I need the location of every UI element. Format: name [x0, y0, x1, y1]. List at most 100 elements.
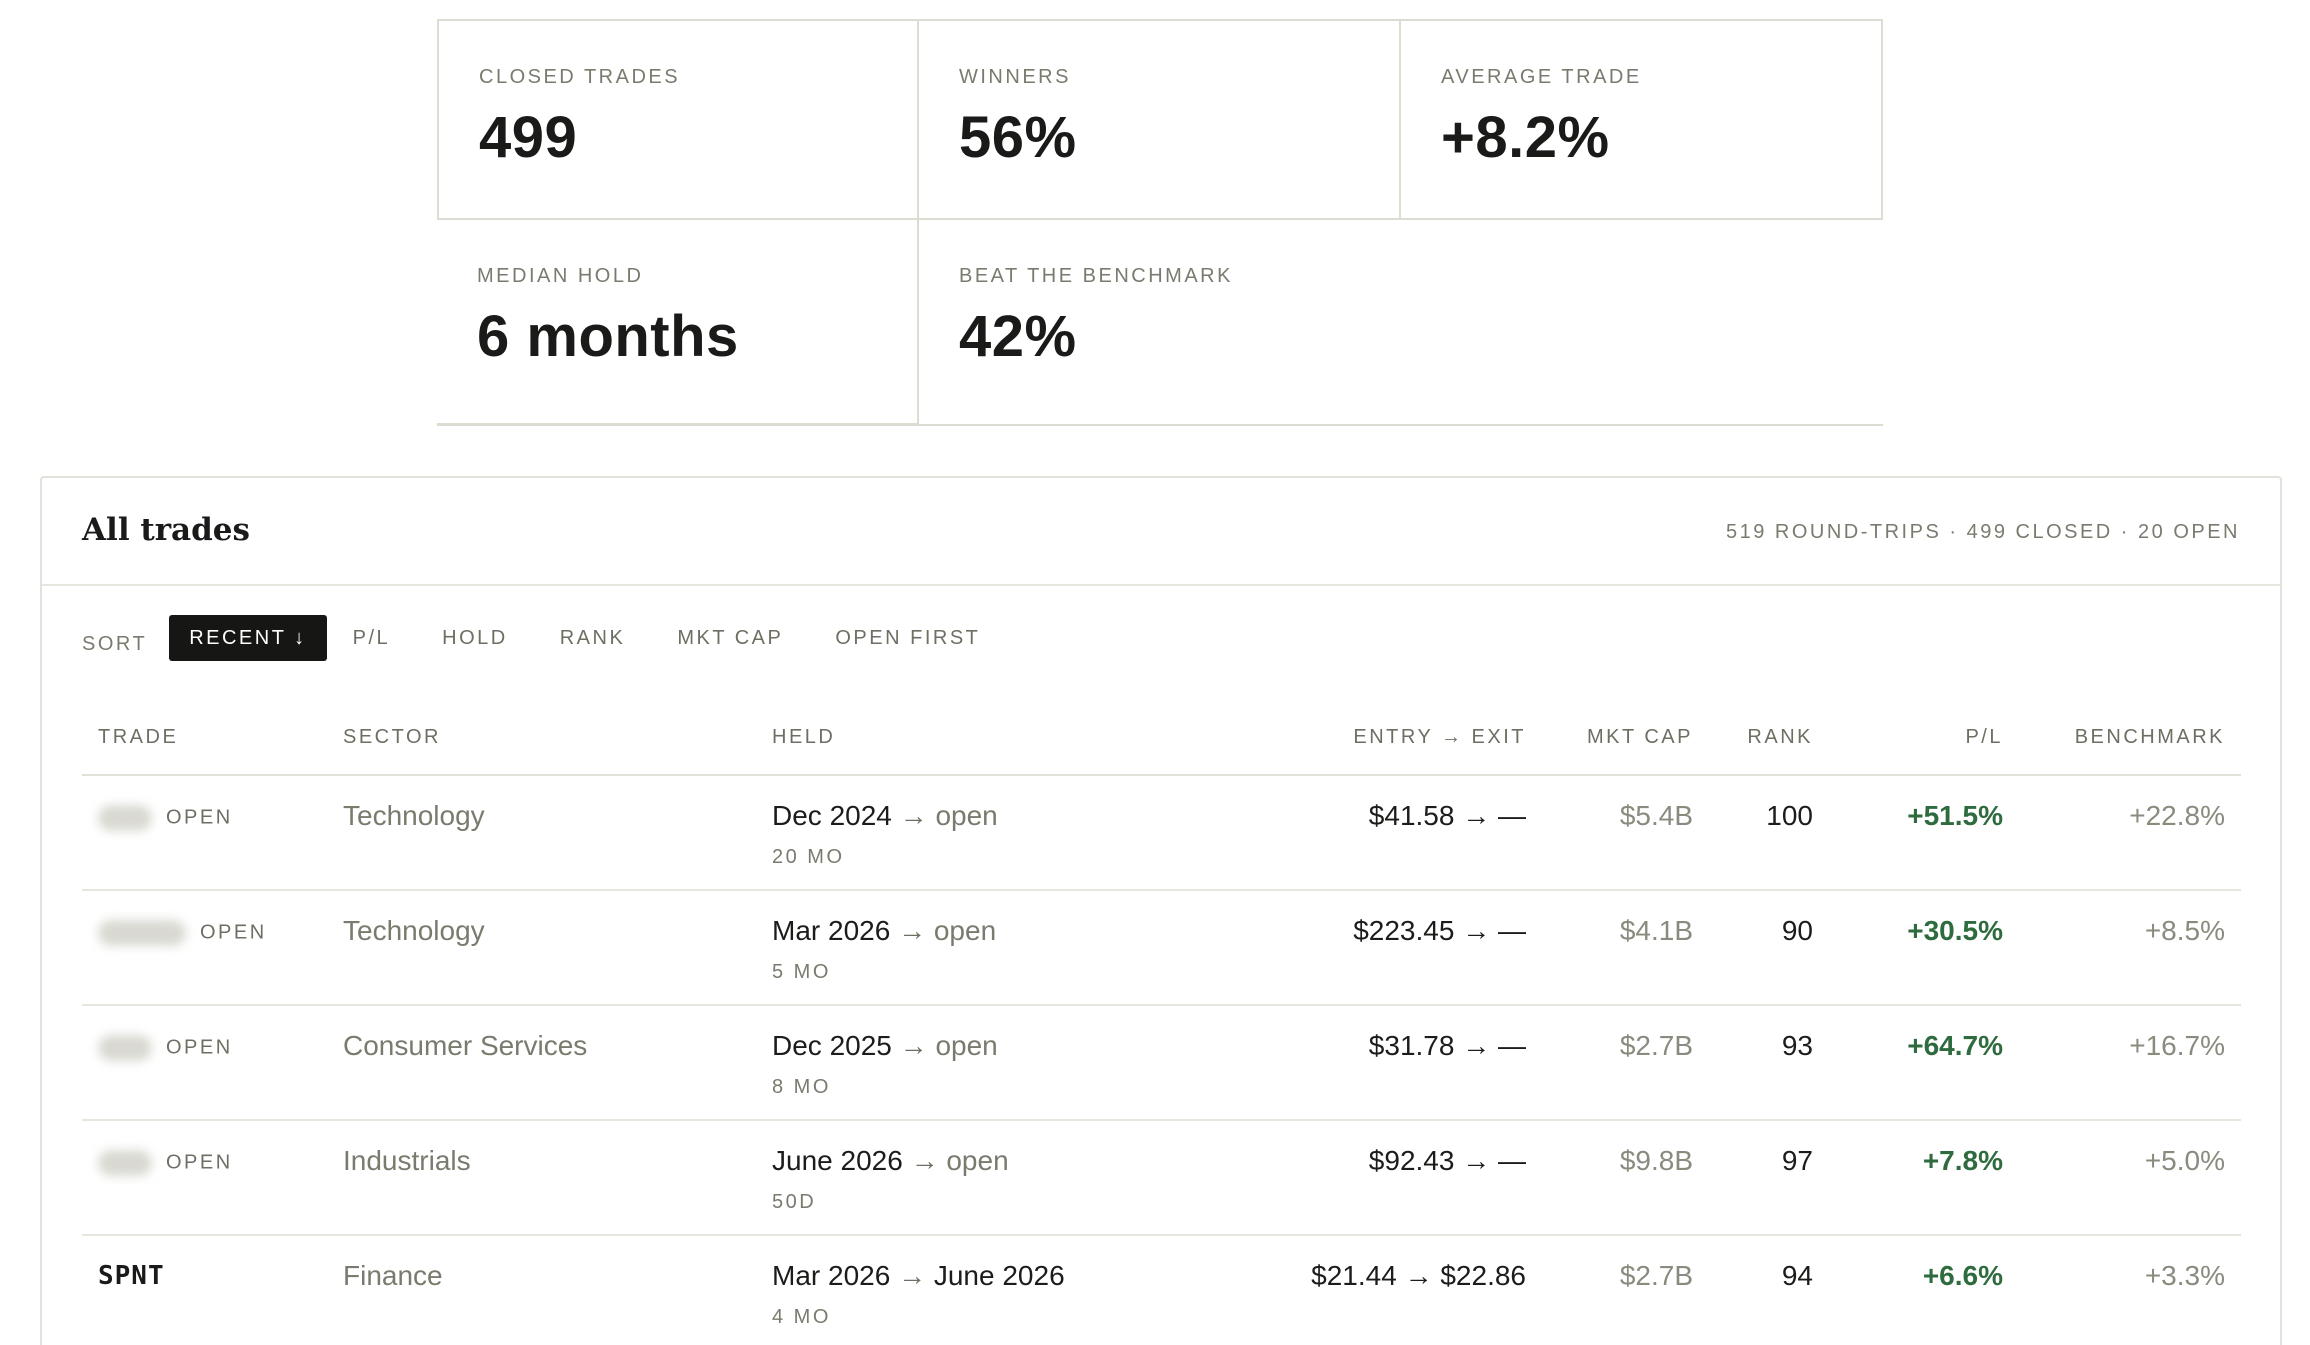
- table-row[interactable]: OPEN Industrials June 2026 → open 50D $9…: [82, 1121, 2241, 1236]
- held-duration: 20 MO: [772, 846, 845, 868]
- stat-average-trade: AVERAGE TRADE +8.2%: [1401, 19, 1883, 220]
- sort-open-first-button[interactable]: OPEN FIRST: [835, 627, 981, 649]
- stat-label: CLOSED TRADES: [479, 66, 681, 88]
- sort-recent-button[interactable]: RECENT ↓: [169, 615, 327, 661]
- column-header-pl[interactable]: P/L: [1965, 726, 2003, 748]
- held-end: open: [935, 800, 998, 831]
- pl-cell: +7.8%: [1922, 1145, 2003, 1176]
- arrow-right-icon: →: [899, 800, 928, 831]
- held-start: June 2026: [772, 1145, 903, 1176]
- stats-row: MEDIAN HOLD 6 months BEAT THE BENCHMARK …: [437, 220, 1883, 426]
- stat-label: WINNERS: [959, 66, 1071, 88]
- held-start: Mar 2026: [772, 915, 891, 946]
- held-start: Dec 2024: [772, 800, 892, 831]
- benchmark-cell: +16.7%: [2129, 1030, 2225, 1061]
- sector-cell: Technology: [343, 800, 485, 831]
- open-badge: OPEN: [200, 921, 267, 944]
- redacted-ticker: [98, 804, 152, 831]
- held-cell: June 2026 → open: [772, 1143, 1009, 1179]
- mkt-cap-cell: $9.8B: [1619, 1145, 1693, 1176]
- benchmark-cell: +22.8%: [2129, 800, 2225, 831]
- benchmark-cell: +5.0%: [2144, 1145, 2225, 1176]
- benchmark-cell: +8.5%: [2144, 915, 2225, 946]
- mkt-cap-cell: $5.4B: [1619, 800, 1693, 831]
- stat-label: BEAT THE BENCHMARK: [959, 265, 1233, 287]
- rank-cell: 94: [1781, 1260, 1813, 1291]
- open-badge: OPEN: [166, 1036, 233, 1059]
- rank-cell: 97: [1781, 1145, 1813, 1176]
- trade-cell: OPEN: [98, 913, 267, 951]
- arrow-right-icon: →: [899, 1030, 928, 1061]
- held-duration: 8 MO: [772, 1076, 831, 1098]
- stat-label: MEDIAN HOLD: [477, 265, 644, 287]
- table-row[interactable]: OPEN Technology Mar 2026 → open 5 MO $22…: [82, 891, 2241, 1006]
- stat-value: 42%: [959, 304, 1077, 369]
- redacted-ticker: [98, 1149, 152, 1176]
- sort-bar: SORT RECENT ↓ P/L HOLD RANK MKT CAP OPEN…: [82, 614, 1006, 662]
- pl-cell: +64.7%: [1907, 1030, 2003, 1061]
- trade-summary: 519 ROUND-TRIPS · 499 CLOSED · 20 OPEN: [1725, 521, 2240, 543]
- sector-cell: Consumer Services: [343, 1030, 588, 1061]
- column-header-mkt-cap[interactable]: MKT CAP: [1586, 726, 1693, 748]
- open-badge: OPEN: [166, 1151, 233, 1174]
- stat-median-hold: MEDIAN HOLD 6 months: [437, 220, 919, 426]
- trade-cell: OPEN: [98, 798, 233, 836]
- stat-beat-benchmark: BEAT THE BENCHMARK 42%: [919, 220, 1401, 426]
- sort-pl-button[interactable]: P/L: [352, 627, 391, 649]
- ticker-symbol[interactable]: SPNT: [98, 1261, 165, 1291]
- sector-cell: Finance: [343, 1260, 443, 1291]
- sort-label: SORT: [82, 632, 148, 655]
- rank-cell: 90: [1781, 915, 1813, 946]
- arrow-right-icon: →: [898, 1260, 927, 1291]
- entry-exit-cell: $41.58 → —: [1368, 800, 1526, 831]
- redacted-ticker: [98, 919, 186, 946]
- stats-grid: CLOSED TRADES 499 WINNERS 56% AVERAGE TR…: [437, 19, 1883, 426]
- stats-row: CLOSED TRADES 499 WINNERS 56% AVERAGE TR…: [437, 19, 1883, 220]
- pl-cell: +6.6%: [1922, 1260, 2003, 1291]
- trades-table: TRADE SECTOR HELD ENTRY → EXIT MKT CAP R…: [82, 704, 2241, 1345]
- table-row[interactable]: OPEN Technology Dec 2024 → open 20 MO $4…: [82, 776, 2241, 891]
- held-cell: Dec 2025 → open: [772, 1028, 998, 1064]
- held-end: June 2026: [933, 1260, 1065, 1291]
- all-trades-panel: All trades 519 ROUND-TRIPS · 499 CLOSED …: [40, 476, 2282, 1345]
- column-header-entry-exit[interactable]: ENTRY → EXIT: [1353, 726, 1526, 748]
- column-header-benchmark[interactable]: BENCHMARK: [2074, 726, 2225, 748]
- sort-rank-button[interactable]: RANK: [559, 627, 626, 649]
- table-row[interactable]: OPEN Consumer Services Dec 2025 → open 8…: [82, 1006, 2241, 1121]
- column-header-sector[interactable]: SECTOR: [343, 726, 441, 748]
- rank-cell: 93: [1781, 1030, 1813, 1061]
- pl-cell: +51.5%: [1907, 800, 2003, 831]
- entry-exit-cell: $223.45 → —: [1353, 915, 1526, 946]
- column-header-trade[interactable]: TRADE: [98, 726, 179, 748]
- held-duration: 5 MO: [772, 961, 831, 983]
- held-cell: Mar 2026 → open: [772, 913, 996, 949]
- entry-exit-cell: $31.78 → —: [1368, 1030, 1526, 1061]
- stat-value: +8.2%: [1441, 105, 1610, 170]
- stat-empty-cell: [1401, 220, 1883, 426]
- stat-value: 499: [479, 105, 578, 170]
- trade-cell: OPEN: [98, 1143, 233, 1181]
- stat-value: 56%: [959, 105, 1077, 170]
- trade-cell: OPEN: [98, 1028, 233, 1066]
- arrow-right-icon: →: [898, 915, 927, 946]
- stat-value: 6 months: [477, 304, 739, 369]
- column-header-held[interactable]: HELD: [772, 726, 836, 748]
- rank-cell: 100: [1766, 800, 1813, 831]
- entry-exit-cell: $92.43 → —: [1368, 1145, 1526, 1176]
- held-end: open: [933, 915, 997, 946]
- arrow-right-icon: →: [910, 1145, 939, 1176]
- held-duration: 50D: [772, 1191, 817, 1213]
- sector-cell: Technology: [343, 915, 485, 946]
- held-start: Mar 2026: [772, 1260, 891, 1291]
- open-badge: OPEN: [166, 806, 233, 829]
- sort-mkt-cap-button[interactable]: MKT CAP: [677, 627, 784, 649]
- panel-header: All trades 519 ROUND-TRIPS · 499 CLOSED …: [42, 478, 2280, 586]
- sort-hold-button[interactable]: HOLD: [442, 627, 508, 649]
- table-row[interactable]: SPNT Finance Mar 2026 → June 2026 4 MO $…: [82, 1236, 2241, 1345]
- held-duration: 4 MO: [772, 1306, 831, 1328]
- column-header-rank[interactable]: RANK: [1747, 726, 1813, 748]
- panel-title: All trades: [82, 512, 250, 548]
- entry-exit-cell: $21.44 → $22.86: [1311, 1260, 1526, 1291]
- stat-closed-trades: CLOSED TRADES 499: [437, 19, 919, 220]
